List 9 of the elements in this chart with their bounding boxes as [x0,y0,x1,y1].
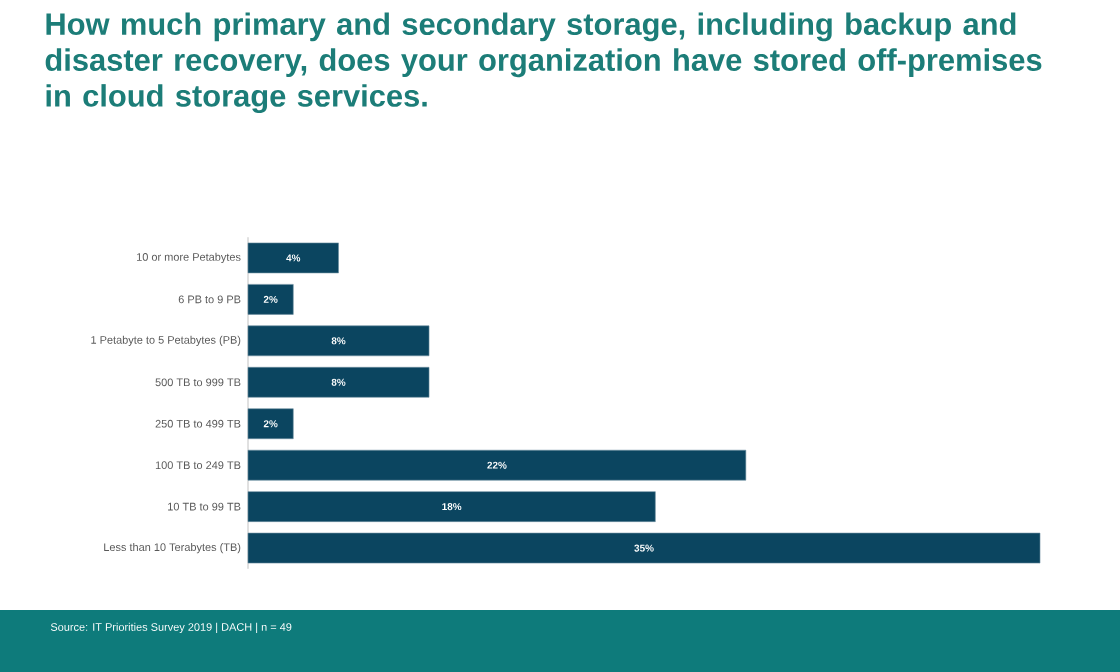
bar [247,242,339,274]
bar [247,408,294,440]
bar [247,325,430,357]
bar [247,532,1041,564]
chart-title: How much primary and secondary storage, including backup and disaster recovery, does your organization have stored off-premises in cloud storage services. [45,12,1042,114]
bar [247,491,656,522]
bar [247,284,294,315]
bar [247,366,430,398]
bar [247,449,747,481]
